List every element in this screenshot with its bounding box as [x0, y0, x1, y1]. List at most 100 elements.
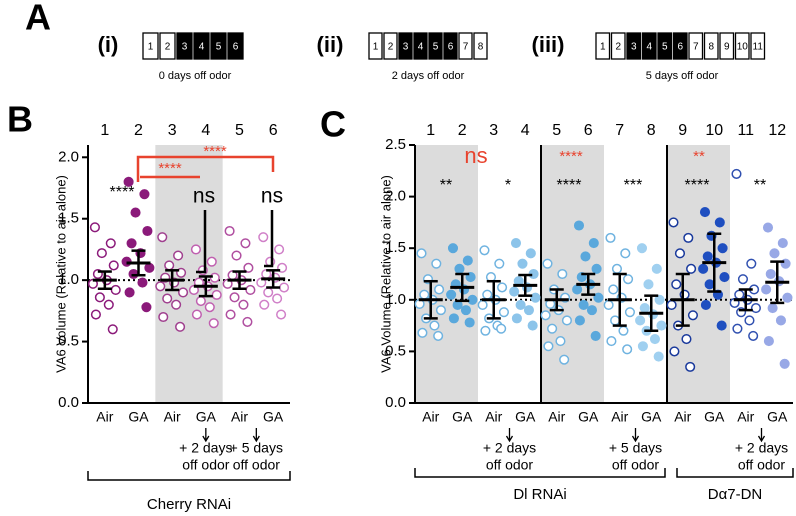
data-point: [496, 323, 507, 334]
condition-label: + 2 days: [483, 440, 536, 456]
data-point: [540, 310, 551, 321]
group-bracket: [87, 471, 291, 481]
x-tick-label: GA: [263, 409, 284, 425]
group-label: Dl RNAi: [513, 486, 566, 503]
day-box: [428, 32, 443, 60]
data-point: [620, 248, 631, 259]
data-point: [674, 248, 686, 259]
data-point: [105, 238, 116, 249]
row-caption: 5 days off odor: [646, 70, 719, 82]
data-point: [96, 248, 107, 259]
x-tick-label: GA: [452, 409, 473, 425]
data-point: [606, 336, 617, 347]
data-point: [279, 282, 290, 293]
data-point: [224, 225, 235, 237]
significance-label: ****: [110, 184, 135, 201]
data-point: [573, 220, 585, 231]
row-caption: 2 days off odor: [392, 70, 465, 82]
significance-label: ***: [624, 177, 643, 194]
data-point: [651, 263, 662, 274]
data-point: [416, 248, 427, 259]
data-point: [666, 299, 677, 311]
data-point: [525, 248, 536, 259]
data-point: [429, 320, 440, 331]
group-number: 10: [705, 122, 723, 139]
day-number: 3: [631, 42, 637, 53]
day-number: 6: [233, 42, 239, 53]
data-point: [580, 251, 591, 262]
data-point: [605, 232, 616, 243]
data-point: [769, 248, 780, 259]
data-point: [557, 268, 568, 280]
data-point: [681, 333, 692, 345]
data-point: [734, 289, 745, 300]
data-point: [497, 282, 508, 293]
y-axis-label: VA6 Volume (Relative to air alone): [53, 175, 68, 373]
data-point: [157, 232, 168, 243]
day-number: 5: [433, 42, 439, 53]
significance-label: ns: [464, 143, 487, 168]
data-point: [510, 237, 522, 249]
day-number: 11: [753, 42, 764, 53]
day-number: 4: [646, 42, 652, 53]
data-point: [561, 315, 572, 326]
data-point: [653, 351, 664, 362]
day-box: [227, 32, 244, 60]
data-point: [782, 292, 793, 303]
day-box: [458, 32, 473, 60]
data-point: [618, 325, 629, 336]
data-point: [750, 303, 761, 314]
data-point: [639, 303, 650, 314]
data-point: [477, 299, 488, 311]
data-point: [509, 286, 520, 297]
group-label: Dα7-DN: [708, 486, 763, 503]
data-point: [137, 277, 148, 288]
data-point: [90, 309, 101, 320]
panel-b-brackets: [136, 155, 275, 274]
y-tick-label: 0.5: [58, 333, 79, 350]
arrow: [252, 428, 260, 443]
data-point: [229, 292, 240, 303]
data-point: [765, 268, 776, 280]
y-axis-label: VA6 Volume (Relative to air alone): [378, 175, 393, 373]
data-point: [446, 289, 457, 300]
data-point: [588, 237, 599, 249]
y-tick-label: 2.0: [58, 148, 79, 165]
y-tick-label: 0.5: [385, 342, 406, 359]
day-number: 4: [199, 42, 205, 53]
row-label: (i): [98, 32, 119, 57]
arrow: [631, 428, 640, 443]
group-number: 7: [615, 122, 624, 139]
day-box: [383, 32, 398, 60]
group-number: 6: [269, 122, 278, 139]
data-point: [204, 302, 215, 313]
x-tick-label: Air: [96, 409, 113, 425]
data-point: [590, 330, 601, 341]
data-point: [671, 279, 682, 290]
data-point: [238, 299, 249, 310]
data-point: [719, 272, 730, 283]
condition-label: + 2 days: [179, 440, 232, 456]
data-point: [610, 315, 621, 326]
day-number: 6: [448, 42, 454, 53]
data-point: [417, 327, 428, 338]
y-tick-label: 1.0: [58, 271, 79, 288]
condition-label: off odor: [182, 457, 230, 473]
significance-label: **: [754, 177, 766, 194]
data-point: [464, 317, 475, 328]
condition-label: off odor: [233, 457, 281, 473]
data-point: [622, 344, 633, 355]
data-point: [191, 309, 202, 320]
data-point: [683, 232, 694, 243]
data-point: [699, 207, 711, 218]
data-point: [211, 289, 222, 300]
data-point: [687, 310, 698, 321]
data-point: [263, 287, 274, 298]
panel-dotplot: B VA6 Volume (Relative to air alone) 0.0 0.…: [7, 99, 291, 513]
significance-label: **: [693, 148, 705, 165]
data-point: [700, 299, 711, 311]
data-point: [775, 315, 787, 326]
data-point: [178, 287, 189, 298]
data-point: [171, 299, 182, 310]
x-tick-label: Air: [422, 409, 439, 425]
